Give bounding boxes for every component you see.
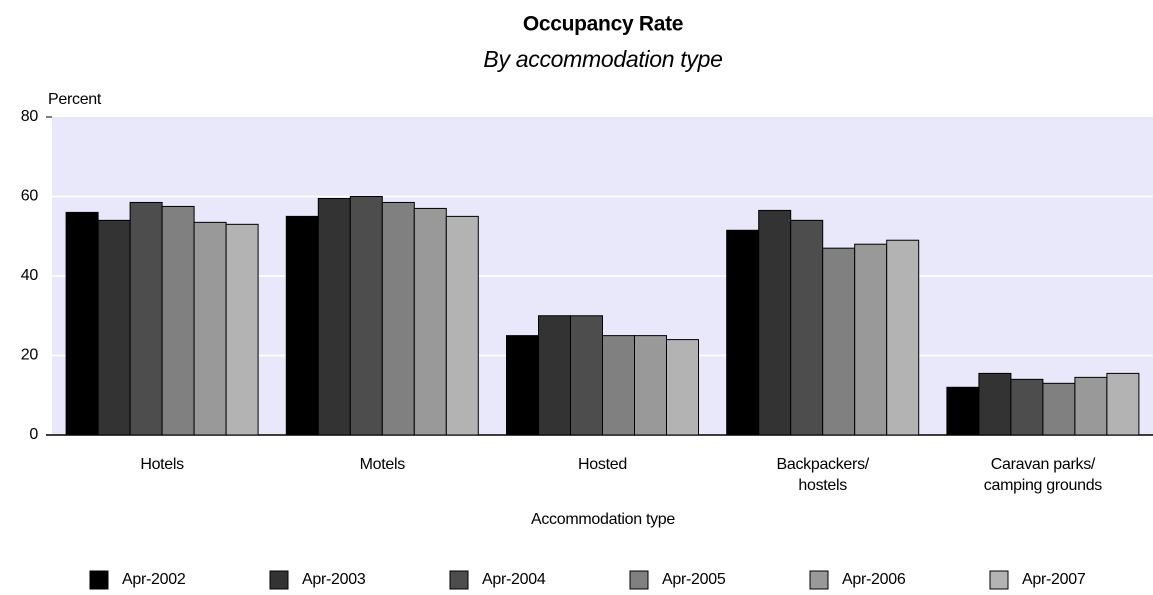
bar [790, 219, 824, 436]
legend-swatch [989, 570, 1009, 590]
bar [97, 219, 131, 436]
y-tick-label: 20 [21, 347, 39, 364]
y-tick-label: 0 [29, 426, 38, 443]
bar [285, 215, 319, 436]
bar [602, 335, 635, 436]
bar [506, 335, 539, 436]
x-tick-label: Motels [360, 456, 406, 473]
bar [381, 201, 415, 436]
bar [946, 386, 980, 436]
bar [726, 229, 760, 436]
bar [822, 247, 856, 436]
legend-label: Apr-2007 [1022, 571, 1086, 588]
bar [1042, 382, 1076, 436]
x-tick-label: Backpackers/hostels [776, 456, 869, 494]
chart-subtitle: By accommodation type [483, 46, 722, 72]
bar [1106, 372, 1140, 436]
y-tick-label: 40 [21, 267, 39, 284]
bar [570, 315, 603, 436]
bar [349, 196, 383, 436]
legend-swatch [629, 570, 649, 590]
bar [317, 197, 351, 436]
bar [413, 207, 447, 436]
bar [634, 335, 667, 436]
legend-swatch [809, 570, 829, 590]
bar [854, 243, 888, 436]
legend-label: Apr-2004 [482, 571, 546, 588]
x-tick-label: Hotels [140, 456, 184, 473]
x-tick-label: Hosted [578, 456, 627, 473]
legend-label: Apr-2002 [122, 571, 186, 588]
bar [758, 209, 792, 436]
bar [886, 239, 920, 436]
legend-swatch [269, 570, 289, 590]
x-axis-label: Accommodation type [531, 511, 675, 528]
bar [978, 372, 1012, 436]
y-axis-label: Percent [48, 91, 102, 108]
y-tick-label: 60 [21, 188, 39, 205]
legend-label: Apr-2006 [842, 571, 906, 588]
bar [1010, 378, 1044, 436]
chart-title: Occupancy Rate [523, 13, 683, 36]
legend-swatch [89, 570, 109, 590]
bar [225, 223, 259, 436]
bar [666, 339, 699, 436]
bar [538, 315, 571, 436]
legend-label: Apr-2005 [662, 571, 726, 588]
bar [129, 201, 163, 436]
bar [193, 221, 227, 436]
bar [445, 215, 479, 436]
bar [161, 205, 195, 436]
bar [1074, 376, 1108, 436]
legend-label: Apr-2003 [302, 571, 366, 588]
bar [65, 211, 99, 436]
x-tick-label: Caravan parks/camping grounds [984, 456, 1103, 494]
y-tick-label: 80 [21, 108, 39, 125]
legend-swatch [449, 570, 469, 590]
